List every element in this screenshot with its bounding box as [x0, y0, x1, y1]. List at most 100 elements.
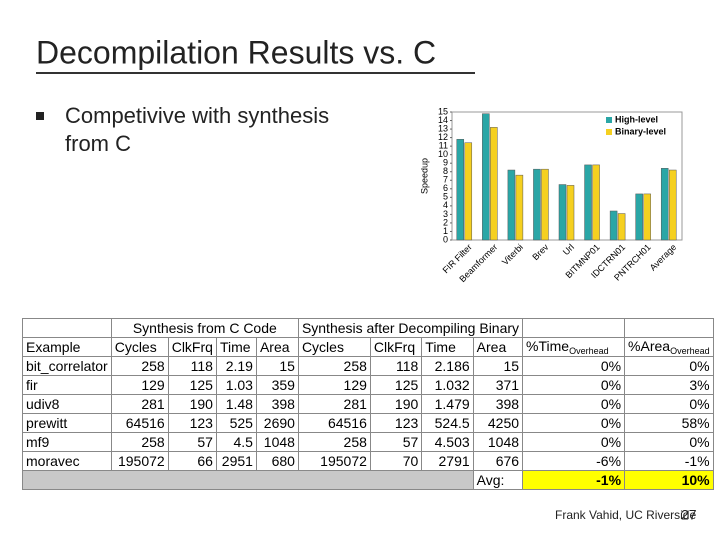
example-cell: mf9 — [22, 432, 112, 452]
bar — [592, 164, 600, 241]
bar — [635, 193, 643, 241]
number-cell: 281 — [297, 394, 371, 414]
table-row: prewitt 64516 123 525 2690 64516 123 524.5 4250 0… — [22, 413, 714, 433]
number-cell: 58% — [624, 413, 714, 433]
column-header-text: Example — [26, 339, 81, 355]
number-cell: 190 — [167, 394, 217, 414]
column-header-text: Cycles — [114, 339, 157, 355]
number-cell: 125 — [167, 375, 217, 395]
number-cell: 0% — [624, 356, 714, 376]
bar — [541, 168, 549, 241]
column-header: ClkFrq — [369, 337, 423, 357]
number-cell: 0% — [624, 432, 714, 452]
bar — [660, 168, 669, 241]
page-number: 27 — [681, 507, 697, 523]
column-header: Area — [255, 337, 299, 357]
y-tick-label: 2 — [443, 217, 448, 227]
number-cell: 0% — [522, 432, 626, 452]
bullet-marker — [36, 112, 44, 120]
number-cell: 70 — [369, 451, 423, 471]
slide-title: Decompilation Results vs. C — [36, 34, 436, 70]
number-cell: 398 — [255, 394, 299, 414]
avg-value: 10% — [624, 470, 714, 490]
y-tick-label: 3 — [443, 209, 448, 219]
number-cell: 525 — [215, 413, 257, 433]
number-cell: 359 — [255, 375, 299, 395]
number-cell: 258 — [110, 432, 169, 452]
number-cell: 123 — [167, 413, 217, 433]
number-cell: 371 — [472, 375, 524, 395]
column-header-text: %Area — [628, 338, 671, 355]
bar — [558, 184, 567, 241]
legend-label: Binary-level — [615, 126, 666, 136]
number-cell: 524.5 — [421, 413, 474, 433]
number-cell: 2690 — [255, 413, 299, 433]
y-tick-label: 14 — [438, 115, 448, 125]
bar — [584, 164, 592, 241]
number-cell: 0% — [624, 394, 714, 414]
avg-label: Avg: — [472, 470, 524, 490]
bullet-text: Competivive with synthesis — [65, 103, 329, 128]
column-header-text: Cycles — [301, 339, 344, 355]
header-cell — [22, 318, 112, 338]
table-row: bit_correlator 258 118 2.19 15 258 118 2.186 15 0… — [22, 356, 714, 376]
number-cell: 57 — [167, 432, 217, 452]
y-tick-label: 5 — [443, 192, 448, 202]
number-cell: 15 — [255, 356, 299, 376]
example-cell: bit_correlator — [22, 356, 112, 376]
number-cell: 118 — [369, 356, 423, 376]
bar — [533, 168, 541, 241]
bar — [490, 127, 498, 241]
number-cell: 1.48 — [215, 394, 257, 414]
column-header: Time — [421, 337, 474, 357]
number-cell: 190 — [369, 394, 423, 414]
bar — [609, 210, 618, 241]
example-cell: udiv8 — [22, 394, 112, 414]
table-row: Avg: -1% 10% — [22, 470, 714, 490]
y-tick-label: 10 — [438, 149, 448, 159]
column-header-text: ClkFrq — [171, 339, 213, 355]
number-cell: 2.19 — [215, 356, 257, 376]
number-cell: 64516 — [297, 413, 371, 433]
number-cell: 0% — [522, 413, 626, 433]
number-cell: 1.479 — [421, 394, 474, 414]
number-cell: 129 — [297, 375, 371, 395]
x-tick-label: Url — [561, 242, 576, 257]
column-header: Time — [215, 337, 257, 357]
bar — [515, 174, 524, 241]
number-cell: 118 — [167, 356, 217, 376]
y-tick-label: 6 — [443, 183, 448, 193]
bar — [456, 139, 465, 241]
table-row: Synthesis from C Code Synthesis after Dec… — [22, 318, 714, 338]
number-cell: 398 — [472, 394, 524, 414]
table-row: Example Cycles ClkFrq Time Area Cycles ClkFrq T… — [22, 337, 714, 357]
y-tick-label: 4 — [443, 200, 448, 210]
number-cell: 123 — [369, 413, 423, 433]
column-header: ClkFrq — [167, 337, 217, 357]
example-cell: prewitt — [22, 413, 112, 433]
column-header: Cycles — [297, 337, 371, 357]
bar — [482, 113, 490, 241]
header-cell — [624, 318, 714, 338]
number-cell: 258 — [297, 356, 371, 376]
group-header: Synthesis from C Code — [110, 318, 299, 338]
table-row: mf9 258 57 4.5 1048 258 57 4.503 1048 0% 0% — [22, 432, 714, 452]
y-axis-label: Speedup — [419, 158, 429, 194]
number-cell: -1% — [624, 451, 714, 471]
bar — [464, 142, 473, 241]
number-cell: 2.186 — [421, 356, 474, 376]
number-cell: 125 — [369, 375, 423, 395]
y-tick-label: 1 — [443, 226, 448, 236]
number-cell: 1048 — [472, 432, 524, 452]
number-cell: 4250 — [472, 413, 524, 433]
number-cell: 129 — [110, 375, 169, 395]
table-row: fir 129 125 1.03 359 129 125 1.032 371 0% 3% — [22, 375, 714, 395]
number-cell: 281 — [110, 394, 169, 414]
avg-value: -1% — [522, 470, 626, 490]
y-tick-label: 9 — [443, 158, 448, 168]
number-cell: 2791 — [421, 451, 474, 471]
number-cell: 1048 — [255, 432, 299, 452]
